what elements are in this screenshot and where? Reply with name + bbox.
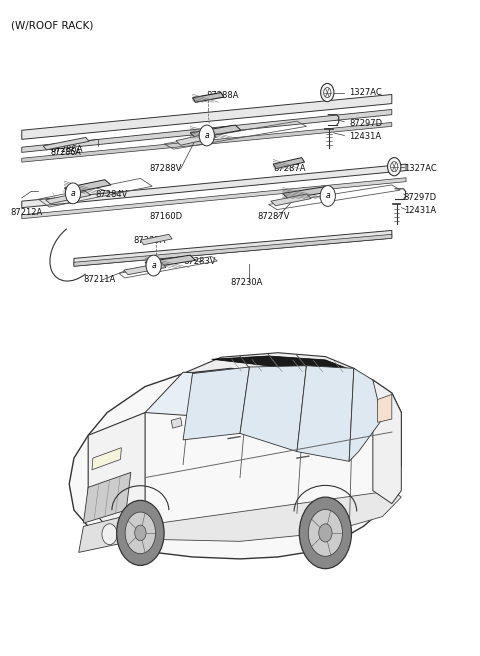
Polygon shape [74,230,392,266]
Polygon shape [92,447,121,470]
Polygon shape [88,413,145,526]
Polygon shape [74,234,392,266]
Text: 1327AC: 1327AC [349,88,382,97]
Text: 87211A: 87211A [84,276,116,284]
Text: 87283V: 87283V [183,257,216,266]
Circle shape [308,510,343,556]
Polygon shape [46,192,91,204]
Polygon shape [145,372,212,416]
Text: (W/ROOF RACK): (W/ROOF RACK) [12,21,94,31]
Text: 1327AC: 1327AC [404,164,436,173]
Text: 87297D: 87297D [349,119,382,128]
Text: 87160D: 87160D [150,213,183,221]
Polygon shape [84,472,131,523]
Polygon shape [297,366,354,461]
Circle shape [65,183,81,204]
Polygon shape [22,123,392,162]
Polygon shape [43,137,89,150]
Polygon shape [124,263,166,275]
Text: a: a [325,192,330,201]
Text: a: a [71,189,75,198]
Text: 87287V: 87287V [257,213,289,221]
Text: 87288V: 87288V [150,164,182,173]
Text: 12431A: 12431A [349,133,381,141]
Polygon shape [22,94,392,139]
Circle shape [117,501,164,565]
Polygon shape [192,92,224,102]
Circle shape [300,497,351,569]
Circle shape [199,125,215,146]
Polygon shape [22,164,406,208]
Circle shape [135,525,146,541]
Text: 12431A: 12431A [404,207,436,215]
Polygon shape [183,367,250,440]
Polygon shape [64,180,111,194]
Text: 87297D: 87297D [404,194,437,203]
Circle shape [146,255,161,276]
Polygon shape [190,125,241,138]
Polygon shape [176,133,216,145]
Polygon shape [126,491,401,541]
Text: 87284V: 87284V [96,190,128,199]
Polygon shape [378,394,392,422]
Circle shape [125,512,156,554]
Polygon shape [69,364,401,559]
Text: 87288A: 87288A [207,91,240,100]
Polygon shape [212,356,354,371]
Text: 87230A: 87230A [230,278,263,287]
Circle shape [319,523,332,542]
Text: a: a [151,261,156,270]
Polygon shape [240,366,306,451]
Circle shape [102,523,117,544]
Polygon shape [140,234,172,245]
Polygon shape [183,353,373,383]
Polygon shape [349,368,383,461]
Polygon shape [283,186,333,199]
Polygon shape [145,255,195,268]
Text: 87212A: 87212A [10,208,42,216]
Polygon shape [22,110,392,152]
Polygon shape [273,157,304,169]
Circle shape [321,83,334,102]
Polygon shape [171,418,182,428]
Text: 87285A: 87285A [133,236,166,245]
Text: 87286A: 87286A [50,144,83,154]
Polygon shape [22,178,406,218]
Polygon shape [79,514,136,552]
Circle shape [320,186,336,207]
Polygon shape [271,194,311,206]
Polygon shape [373,380,401,504]
Text: a: a [204,131,209,140]
Circle shape [387,157,401,176]
Text: 87286A: 87286A [50,148,81,157]
Text: 87287A: 87287A [273,164,306,173]
